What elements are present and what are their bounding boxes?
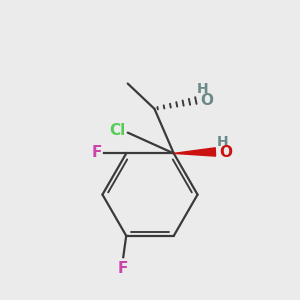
Text: F: F — [91, 145, 102, 160]
Polygon shape — [174, 148, 215, 156]
Text: O: O — [200, 93, 214, 108]
Text: Cl: Cl — [109, 123, 125, 138]
Text: O: O — [219, 145, 232, 160]
Text: F: F — [118, 261, 128, 276]
Text: H: H — [197, 82, 208, 97]
Text: H: H — [216, 134, 228, 148]
